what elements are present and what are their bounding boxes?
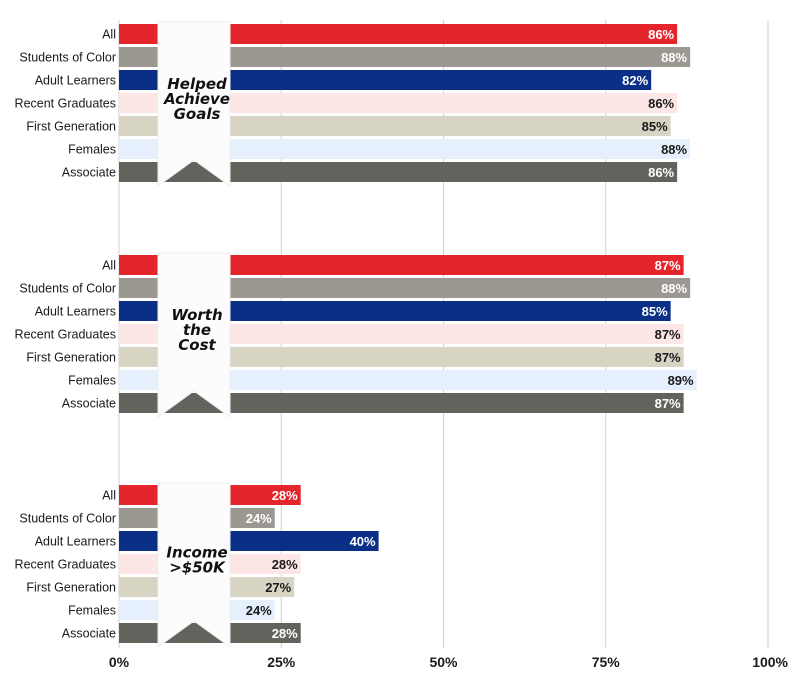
panel-banner [157, 21, 231, 187]
panel-3: All Students of Color Adult Learners Recent… [15, 482, 379, 648]
bar [119, 393, 684, 413]
x-tick-label: 75% [592, 654, 621, 670]
bar [119, 370, 697, 390]
value-label: 88% [661, 142, 687, 157]
value-label: 86% [648, 96, 674, 111]
category-label: Recent Graduates [15, 97, 116, 111]
value-label: 82% [622, 73, 648, 88]
bar [119, 301, 671, 321]
value-label: 88% [661, 281, 687, 296]
panel-title: Income [166, 544, 227, 562]
category-label: Recent Graduates [15, 328, 116, 342]
bar [119, 24, 678, 44]
value-label: 27% [265, 580, 291, 595]
category-label: Adult Learners [35, 535, 116, 549]
value-label: 24% [246, 511, 272, 526]
bar [119, 255, 684, 275]
x-tick-label: 50% [429, 654, 458, 670]
value-label: 40% [350, 534, 376, 549]
bar [119, 139, 691, 159]
category-label: All [102, 28, 116, 42]
value-label: 89% [668, 373, 694, 388]
panel-banner [157, 252, 231, 418]
value-label: 86% [648, 27, 674, 42]
value-label: 87% [655, 327, 681, 342]
category-label: Adult Learners [35, 74, 116, 88]
x-tick-label: 100% [752, 654, 788, 670]
value-label: 28% [272, 488, 298, 503]
bar [119, 278, 691, 298]
panel-title: Helped [167, 75, 227, 93]
category-label: Students of Color [19, 51, 116, 65]
bar [119, 70, 652, 90]
panel-2: All Students of Color Adult Learners Recent… [15, 252, 697, 418]
category-label: Associate [62, 166, 116, 180]
panel-title: Cost [178, 336, 216, 354]
category-label: Associate [62, 627, 116, 641]
category-label: Females [68, 604, 116, 618]
bar [119, 324, 684, 344]
panel-title: Worth [171, 306, 222, 324]
value-label: 28% [272, 557, 298, 572]
value-label: 87% [655, 258, 681, 273]
value-label: 88% [661, 50, 687, 65]
category-label: Females [68, 374, 116, 388]
bar [119, 116, 671, 136]
value-label: 86% [648, 165, 674, 180]
value-label: 87% [655, 396, 681, 411]
panel-banner [157, 482, 231, 648]
category-label: First Generation [26, 351, 116, 365]
x-tick-label: 25% [267, 654, 296, 670]
category-label: Females [68, 143, 116, 157]
value-label: 87% [655, 350, 681, 365]
category-label: First Generation [26, 581, 116, 595]
bar [119, 162, 678, 182]
panel-1: All Students of Color Adult Learners Recent… [15, 21, 691, 187]
panel-title: Goals [174, 105, 221, 123]
category-label: First Generation [26, 120, 116, 134]
category-label: Students of Color [19, 282, 116, 296]
panel-title: >$50K [169, 559, 226, 577]
category-label: Adult Learners [35, 305, 116, 319]
category-label: Associate [62, 397, 116, 411]
value-label: 85% [642, 119, 668, 134]
panel-title: Achieve [163, 90, 230, 108]
category-label: All [102, 259, 116, 273]
bar [119, 347, 684, 367]
bar [119, 93, 678, 113]
value-label: 85% [642, 304, 668, 319]
panel-title: the [183, 321, 211, 339]
x-tick-label: 0% [109, 654, 130, 670]
value-label: 28% [272, 626, 298, 641]
bar [119, 47, 691, 67]
category-label: Recent Graduates [15, 558, 116, 572]
category-label: All [102, 489, 116, 503]
category-label: Students of Color [19, 512, 116, 526]
value-label: 24% [246, 603, 272, 618]
